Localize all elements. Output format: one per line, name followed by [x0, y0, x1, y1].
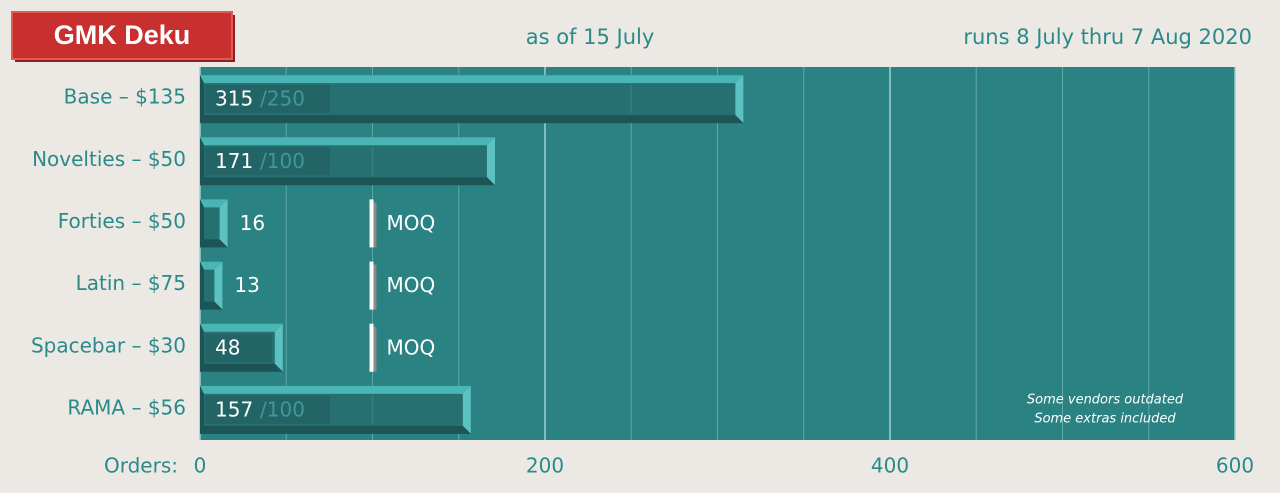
bar-bevel-right [735, 75, 744, 124]
y-tick-label: RAMA – $56 [67, 395, 186, 419]
moq-marker [369, 199, 377, 248]
bar-bevel-bottom [200, 239, 228, 248]
bar [200, 75, 744, 124]
moq-label: /100 [260, 397, 305, 421]
moq-marker-light [369, 261, 374, 310]
y-tick-label: Novelties – $50 [32, 147, 186, 171]
run-note: runs 8 July thru 7 Aug 2020 [963, 25, 1252, 49]
y-tick-label: Spacebar – $30 [31, 333, 186, 357]
value-label: 315 [215, 87, 253, 111]
chart-title: GMK Deku [54, 20, 191, 50]
x-axis-label: Orders: [104, 454, 178, 478]
bar-bevel-top [200, 323, 283, 332]
value-label: 16 [240, 211, 265, 235]
value-label: 157 [215, 397, 253, 421]
title-box [11, 11, 233, 60]
moq-label: /100 [260, 149, 305, 173]
value-label: 13 [234, 273, 259, 297]
bar [200, 199, 228, 248]
y-tick-label: Latin – $75 [76, 271, 186, 295]
subtitle: as of 15 July [526, 25, 655, 49]
value-label: 48 [215, 335, 240, 359]
moq-label: MOQ [387, 273, 436, 297]
bar-bevel-left [200, 137, 204, 186]
bar [200, 137, 495, 186]
moq-marker [369, 261, 377, 310]
bar [200, 261, 223, 310]
moq-marker [369, 323, 377, 372]
bar-bevel-right [462, 385, 471, 434]
bar-bevel-bottom [200, 115, 744, 124]
label-background [205, 333, 272, 362]
bar-bevel-left [200, 199, 204, 248]
annotation: Some extras included [1034, 412, 1176, 427]
bar-bevel-top [200, 385, 471, 394]
moq-label: MOQ [387, 335, 436, 359]
label-background [205, 147, 330, 176]
x-tick-label: 600 [1216, 454, 1254, 478]
moq-label: /250 [260, 87, 305, 111]
bar-bevel-bottom [200, 363, 283, 372]
bar-bevel-left [200, 261, 204, 310]
bar-bevel-top [200, 261, 223, 270]
moq-marker-shade [373, 264, 377, 310]
bar-bevel-left [200, 385, 204, 434]
label-background [205, 85, 330, 114]
bar-bevel-top [200, 75, 744, 84]
bar-bevel-bottom [200, 177, 495, 186]
bar-bevel-bottom [200, 301, 223, 310]
moq-marker-shade [373, 326, 377, 372]
value-label: 171 [215, 149, 253, 173]
bar-bevel-right [486, 137, 495, 186]
bar-bevel-right [219, 199, 228, 248]
x-tick-label: 200 [526, 454, 564, 478]
x-tick-label: 0 [194, 454, 207, 478]
bar-bevel-top [200, 199, 228, 208]
moq-marker-light [369, 199, 374, 248]
moq-label: MOQ [387, 211, 436, 235]
bar-bevel-left [200, 75, 204, 124]
bar-bevel-right [214, 261, 223, 310]
y-tick-label: Forties – $50 [58, 209, 186, 233]
bar-bevel-right [274, 323, 283, 372]
bar-bevel-bottom [200, 425, 471, 434]
bar-bevel-top [200, 137, 495, 146]
bar [200, 385, 471, 434]
label-background [205, 395, 330, 424]
x-tick-label: 400 [871, 454, 909, 478]
bar-bevel-left [200, 323, 204, 372]
bar [200, 323, 283, 372]
moq-marker-light [369, 323, 374, 372]
annotation: Some vendors outdated [1027, 393, 1184, 408]
y-tick-label: Base – $135 [64, 85, 186, 109]
moq-marker-shade [373, 202, 377, 248]
